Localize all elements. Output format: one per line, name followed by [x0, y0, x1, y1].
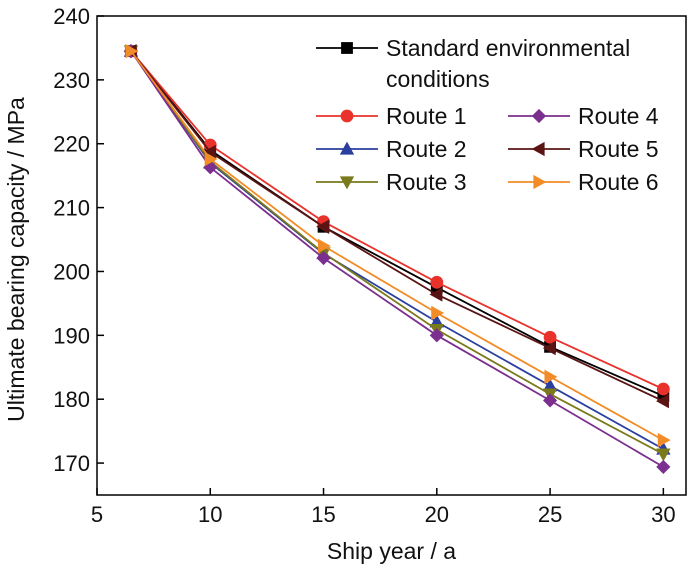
- series-layer: [123, 43, 671, 474]
- y-axis-title: Ultimate bearing capacity / MPa: [3, 97, 29, 422]
- data-point: [316, 219, 330, 234]
- series-2: [124, 44, 670, 396]
- data-point: [543, 393, 558, 408]
- series-6: [123, 43, 669, 409]
- data-point: [125, 43, 139, 59]
- legend-entry: Route 3: [316, 169, 467, 195]
- data-point: [544, 369, 558, 385]
- legend-marker: [531, 141, 545, 157]
- y-tick-label: 210: [53, 196, 90, 221]
- x-tick-label: 10: [198, 502, 222, 527]
- series-line: [130, 50, 664, 390]
- data-point: [430, 275, 444, 289]
- x-tick-label: 25: [538, 502, 562, 527]
- y-axis-ticks: 170 180 190 200 210 220 230 240: [53, 4, 104, 476]
- plot-frame: [96, 15, 687, 496]
- data-point: [204, 151, 218, 167]
- x-tick-label: 15: [311, 502, 335, 527]
- legend-label: Route 3: [386, 169, 467, 195]
- x-axis-title: Ship year / a: [327, 538, 456, 564]
- legend-marker: [531, 108, 547, 124]
- data-point: [657, 432, 671, 448]
- series-7: [125, 43, 671, 448]
- legend-label: Route 5: [578, 136, 659, 162]
- y-tick-label: 240: [53, 4, 90, 29]
- y-tick-label: 180: [53, 387, 90, 412]
- y-tick-label: 200: [53, 259, 90, 284]
- data-point: [317, 238, 331, 254]
- series-line: [130, 50, 664, 468]
- series-line: [130, 50, 664, 455]
- series-line: [130, 50, 664, 441]
- x-axis-ticks: 5 10 15 20 25 30: [91, 488, 676, 527]
- data-point: [431, 305, 445, 321]
- y-tick-label: 220: [53, 132, 90, 157]
- legend-label: Route 4: [578, 103, 659, 129]
- legend-entry: Route 2: [316, 136, 467, 162]
- x-tick-label: 5: [91, 502, 103, 527]
- data-point: [429, 287, 443, 302]
- legend-marker: [339, 141, 355, 155]
- legend-label: Route 2: [386, 136, 467, 162]
- legend-entry: Route 1: [316, 103, 467, 129]
- data-point: [656, 448, 671, 462]
- legend-marker: [533, 174, 547, 190]
- legend-marker: [340, 109, 354, 123]
- legend-entry: Route 5: [508, 136, 659, 162]
- legend: Standard environmental conditions Route 1 R…: [316, 35, 659, 195]
- legend-label: conditions: [386, 66, 490, 92]
- plot-area: [96, 15, 687, 496]
- y-tick-label: 170: [53, 451, 90, 476]
- data-point: [656, 393, 669, 409]
- data-point: [543, 330, 557, 344]
- y-tick-label: 190: [53, 323, 90, 348]
- data-point: [656, 382, 670, 396]
- legend-entry: Standard environmental conditions: [316, 35, 630, 92]
- y-tick-label: 230: [53, 68, 90, 93]
- series-line: [130, 50, 664, 397]
- data-point: [542, 340, 556, 356]
- legend-label: Route 1: [386, 103, 467, 129]
- data-point: [429, 328, 444, 343]
- data-point: [316, 250, 331, 266]
- legend-label: Standard environmental: [386, 35, 630, 61]
- data-point: [656, 459, 671, 474]
- legend-label: Route 6: [578, 169, 659, 195]
- x-tick-label: 20: [425, 502, 449, 527]
- legend-entry: Route 6: [508, 169, 659, 195]
- x-tick-label: 30: [651, 502, 675, 527]
- legend-marker: [339, 176, 355, 190]
- legend-entry: Route 4: [508, 103, 659, 129]
- series-line: [130, 50, 664, 402]
- legend-marker: [341, 42, 353, 54]
- series-1: [125, 45, 670, 402]
